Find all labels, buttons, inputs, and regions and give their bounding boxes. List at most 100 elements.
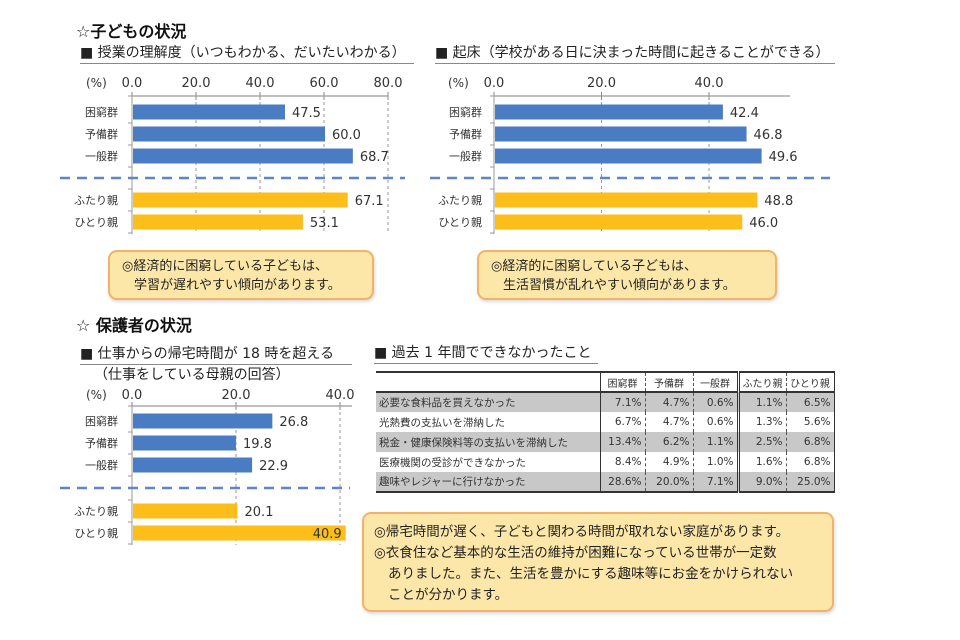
value-label: 19.8	[243, 437, 272, 452]
table-row-label: 趣味やレジャーに行けなかった	[376, 472, 601, 493]
bar-blue	[133, 435, 236, 451]
table-row: 趣味やレジャーに行けなかった 28.6% 20.0% 7.1% 9.0% 25.…	[376, 472, 835, 493]
chart-waking-up: (%) 0.0 20.0 40.0 困窮群 42.4 予備群 46.8 一般群 49.6 ふたり親 4…	[430, 76, 830, 234]
axis-unit-label: (%)	[86, 76, 107, 90]
chart-class-understanding: (%) 0.0 20.0 40.0 60.0 80.0 困窮群 47.5 予備群 60.0 一般群 6…	[60, 76, 405, 234]
category-label: ひとり親	[438, 216, 482, 229]
category-label: 困窮群	[85, 105, 118, 119]
table-row-label: 光熱費の支払いを滞納した	[376, 412, 601, 432]
category-label: ひとり親	[74, 527, 118, 540]
bar-orange	[133, 192, 348, 208]
bar-orange	[133, 503, 238, 519]
bar-blue	[495, 104, 723, 120]
bar-orange	[133, 525, 346, 541]
table-cell: 7.1%	[693, 472, 740, 493]
table-cell: 4.9%	[645, 452, 694, 472]
tick-label: 40.0	[246, 76, 275, 91]
table-header-blank	[376, 371, 601, 393]
value-label: 53.1	[310, 216, 339, 231]
chart-title-return-home: ■ 仕事からの帰宅時間が 18 時を超える	[80, 343, 352, 365]
category-label: 予備群	[85, 436, 118, 450]
table-cell: 6.7%	[600, 412, 646, 432]
table-cell: 13.4%	[600, 432, 646, 452]
table-row: 税金・健康保険料等の支払いを滞納した 13.4% 6.2% 1.1% 2.5% …	[376, 432, 835, 452]
table-header-cell: 予備群	[645, 371, 694, 393]
table-row-label: 税金・健康保険料等の支払いを滞納した	[376, 432, 601, 452]
table-cell: 1.1%	[693, 432, 740, 452]
table-header-row: 困窮群 予備群 一般群 ふたり親 ひとり親	[376, 371, 835, 393]
note-learning-line-1: ◎経済的に困窮している子どもは、	[122, 259, 328, 274]
table-cell: 0.6%	[693, 412, 740, 432]
table-header-cell: 困窮群	[600, 371, 646, 393]
category-label: ひとり親	[74, 216, 118, 229]
category-label: 一般群	[85, 149, 118, 163]
note-guardians-line-3: ありました。また、生活を豊かにする趣味等にお金をかけられない	[388, 566, 794, 582]
table-cell: 1.0%	[693, 452, 740, 472]
note-learning-line-2: 学習が遅れやすい傾向があります。	[134, 278, 341, 293]
table-header-cell: ふたり親	[738, 371, 787, 393]
tick-label: 0.0	[122, 388, 143, 403]
tick-label: 20.0	[222, 388, 251, 403]
bar-orange	[495, 192, 758, 208]
bar-blue	[495, 148, 762, 164]
category-label: 困窮群	[85, 414, 118, 428]
bar-blue	[133, 126, 325, 142]
past-year-table: 困窮群 予備群 一般群 ふたり親 ひとり親 必要な食料品を買えなかった 7.1%…	[376, 371, 835, 493]
tick-label: 80.0	[374, 76, 403, 91]
value-label: 48.8	[764, 194, 793, 209]
note-lifestyle-line-2: 生活習慣が乱れやすい傾向があります。	[503, 278, 736, 293]
table-cell: 1.1%	[738, 392, 787, 412]
table-cell: 1.3%	[738, 412, 787, 432]
chart-subtitle-return-home: （仕事をしている母親の回答）	[94, 367, 290, 383]
tick-label: 20.0	[182, 76, 211, 91]
table-row: 医療機関の受診ができなかった 8.4% 4.9% 1.0% 1.6% 6.8%	[376, 452, 835, 472]
value-label: 22.9	[259, 459, 288, 474]
note-lifestyle: ◎経済的に困窮している子どもは、 生活習慣が乱れやすい傾向があります。	[477, 250, 777, 300]
table-cell: 1.6%	[738, 452, 787, 472]
table-cell: 6.5%	[786, 392, 835, 412]
value-label: 68.7	[360, 150, 389, 165]
note-guardians: ◎帰宅時間が遅く、子どもと関わる時間が取れない家庭があります。 ◎衣食住など基本…	[362, 512, 834, 612]
table-cell: 8.4%	[600, 452, 646, 472]
table-cell: 7.1%	[600, 392, 646, 412]
table-cell: 6.8%	[786, 432, 835, 452]
bar-orange	[495, 214, 743, 230]
value-label: 20.1	[245, 505, 274, 520]
tick-label: 40.0	[695, 76, 724, 91]
note-lifestyle-line-1: ◎経済的に困窮している子どもは、	[491, 259, 697, 274]
category-label: 一般群	[85, 458, 118, 472]
bar-blue	[495, 126, 747, 142]
note-guardians-line-1: ◎帰宅時間が遅く、子どもと関わる時間が取れない家庭があります。	[374, 524, 790, 540]
category-label: ふたり親	[74, 194, 118, 207]
value-label: 42.4	[730, 106, 759, 121]
table-header-cell: 一般群	[693, 371, 740, 393]
category-label: 予備群	[449, 127, 482, 141]
table-title-past-year: ■ 過去 1 年間でできなかったこと	[374, 342, 598, 364]
value-label: 60.0	[332, 128, 361, 143]
table-cell: 25.0%	[786, 472, 835, 493]
bar-blue	[133, 104, 285, 120]
axis-unit-label: (%)	[448, 76, 469, 90]
category-label: ふたり親	[74, 505, 118, 518]
table-row: 必要な食料品を買えなかった 7.1% 4.7% 0.6% 1.1% 6.5%	[376, 392, 835, 412]
table-cell: 6.8%	[786, 452, 835, 472]
category-label: ふたり親	[438, 194, 482, 207]
table-cell: 9.0%	[738, 472, 787, 493]
table-header-cell: ひとり親	[786, 371, 835, 393]
axis-unit-label: (%)	[86, 388, 107, 402]
value-label: 26.8	[279, 415, 308, 430]
table-cell: 6.2%	[645, 432, 694, 452]
value-label: 67.1	[355, 194, 384, 209]
value-label: 49.6	[769, 150, 798, 165]
value-label: 46.8	[754, 128, 783, 143]
table-cell: 2.5%	[738, 432, 787, 452]
chart-title-class-understanding: ■ 授業の理解度（いつもわかる、だいたいわかる）	[80, 42, 414, 64]
table-cell: 0.6%	[693, 392, 740, 412]
tick-label: 20.0	[587, 76, 616, 91]
value-label: 46.0	[749, 216, 778, 231]
category-label: 困窮群	[449, 105, 482, 119]
chart-title-waking-up: ■ 起床（学校がある日に決まった時間に起きることができる）	[435, 42, 835, 64]
value-label: 40.9	[313, 527, 342, 542]
note-guardians-line-4: ことが分かります。	[388, 587, 509, 603]
note-learning: ◎経済的に困窮している子どもは、 学習が遅れやすい傾向があります。	[108, 250, 374, 300]
